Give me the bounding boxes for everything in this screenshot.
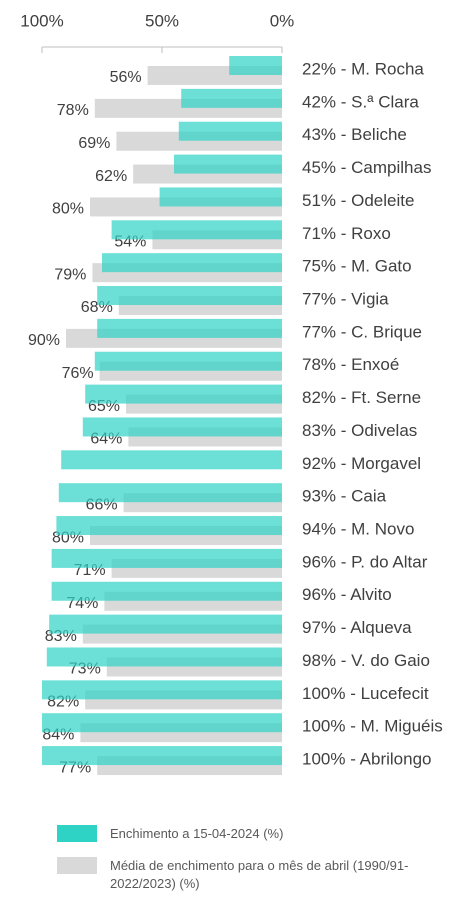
average-label: 62% bbox=[95, 168, 127, 185]
category-label: 78% - Enxoé bbox=[302, 355, 399, 374]
legend-swatch bbox=[57, 857, 97, 874]
current-bar bbox=[97, 286, 282, 306]
current-bar bbox=[82, 417, 282, 437]
category-label: 100% - Lucefecit bbox=[302, 684, 429, 703]
current-bar bbox=[46, 647, 282, 667]
current-bar bbox=[178, 121, 282, 141]
average-label: 76% bbox=[62, 365, 94, 382]
legend-label: Enchimento a 15-04-2024 (%) bbox=[110, 826, 284, 841]
category-label: 51% - Odeleite bbox=[302, 191, 414, 210]
category-label: 96% - P. do Altar bbox=[302, 552, 428, 571]
category-label: 96% - Alvito bbox=[302, 585, 392, 604]
category-label: 83% - Odivelas bbox=[302, 421, 417, 440]
x-tick-label: 50% bbox=[145, 11, 179, 30]
current-bar bbox=[111, 220, 282, 240]
current-bar bbox=[159, 187, 282, 207]
current-bar bbox=[58, 483, 282, 503]
category-label: 97% - Alqueva bbox=[302, 618, 412, 637]
category-label: 82% - Ft. Serne bbox=[302, 388, 421, 407]
legend-label: Média de enchimento para o mês de abril … bbox=[110, 858, 409, 891]
category-label: 45% - Campilhas bbox=[302, 158, 431, 177]
chart: 100% 50% 0% 56% 22% - M. Rocha 78% 42% - S.ª C… bbox=[20, 11, 443, 776]
category-label: 100% - Abrilongo bbox=[302, 750, 431, 769]
category-label: 94% - M. Novo bbox=[302, 520, 414, 539]
average-label: 56% bbox=[110, 69, 142, 86]
legend-item: Enchimento a 15-04-2024 (%) bbox=[57, 825, 410, 843]
category-label: 93% - Caia bbox=[302, 487, 387, 506]
current-bar bbox=[94, 351, 282, 371]
current-bar bbox=[42, 713, 282, 733]
category-label: 42% - S.ª Clara bbox=[302, 92, 419, 111]
current-bar bbox=[85, 384, 282, 404]
current-bar bbox=[51, 548, 282, 568]
average-label: 90% bbox=[28, 332, 60, 349]
category-label: 43% - Beliche bbox=[302, 125, 407, 144]
current-bar bbox=[181, 88, 282, 108]
average-label: 69% bbox=[78, 135, 110, 152]
current-bar bbox=[97, 318, 282, 338]
current-bar bbox=[51, 581, 282, 601]
category-label: 92% - Morgavel bbox=[302, 454, 421, 473]
current-bar bbox=[56, 516, 283, 536]
category-label: 22% - M. Rocha bbox=[302, 59, 424, 78]
average-label: 80% bbox=[52, 201, 84, 218]
current-bar bbox=[42, 680, 282, 700]
category-label: 77% - C. Brique bbox=[302, 322, 422, 341]
current-bar bbox=[229, 56, 282, 75]
category-label: 75% - M. Gato bbox=[302, 257, 412, 276]
category-label: 71% - Roxo bbox=[302, 224, 391, 243]
category-label: 98% - V. do Gaio bbox=[302, 651, 430, 670]
current-bar bbox=[49, 614, 283, 634]
x-tick-label: 100% bbox=[20, 11, 63, 30]
current-bar bbox=[42, 746, 282, 766]
current-bar bbox=[102, 253, 282, 273]
average-label: 78% bbox=[57, 102, 89, 119]
average-label: 79% bbox=[54, 266, 86, 283]
category-label: 77% - Vigia bbox=[302, 290, 389, 309]
current-bar bbox=[61, 450, 283, 470]
category-label: 100% - M. Miguéis bbox=[302, 717, 443, 736]
current-bar bbox=[174, 154, 282, 174]
x-tick-label: 0% bbox=[270, 11, 295, 30]
legend-swatch bbox=[57, 825, 97, 842]
legend-item: Média de enchimento para o mês de abril … bbox=[57, 857, 410, 893]
